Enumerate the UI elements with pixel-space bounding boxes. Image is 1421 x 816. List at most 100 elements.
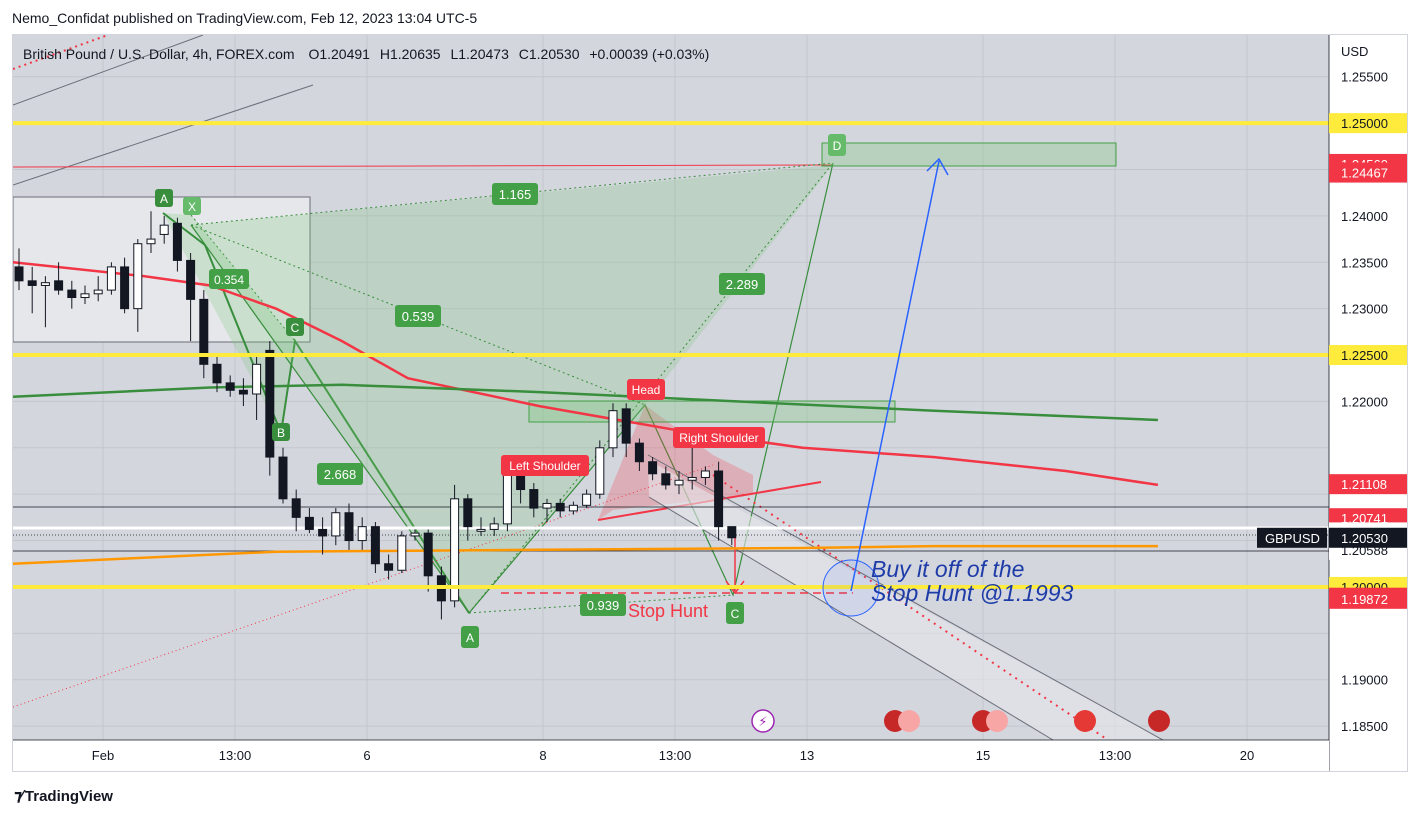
candle-body — [568, 504, 578, 512]
harmonic-dotted-4 — [190, 224, 646, 406]
candle-body — [80, 293, 90, 299]
candle-body — [40, 282, 50, 286]
candle-body — [714, 470, 724, 528]
candle-body — [146, 238, 156, 245]
svg-text:British Pound / U.S. Dollar, 4: British Pound / U.S. Dollar, 4h, FOREX.c… — [23, 46, 709, 62]
svg-text:Right Shoulder: Right Shoulder — [679, 431, 758, 445]
candle-body — [661, 473, 671, 486]
candle-body — [370, 526, 380, 565]
uk-flag-event-icon-3[interactable] — [1148, 710, 1170, 732]
x-tick-label: 8 — [539, 748, 546, 763]
candle-body — [304, 516, 314, 530]
price-tag-value: 1.20530 — [1341, 531, 1388, 546]
candle-body — [172, 222, 182, 261]
desc-channel-upper — [647, 454, 1164, 741]
svg-text:D: D — [833, 139, 842, 153]
stop-hunt-text: Stop Hunt — [628, 601, 708, 621]
symbol-name: British Pound / U.S. Dollar, 4h, FOREX.c… — [23, 46, 295, 62]
trend-line-upper — [12, 84, 314, 186]
price-tag — [1329, 588, 1407, 609]
svg-text:Head: Head — [632, 383, 661, 397]
footer-brand: TradingView — [24, 787, 113, 805]
ratio-0354: 0.354 — [209, 269, 249, 289]
svg-text:C: C — [731, 607, 740, 621]
svg-text:2.668: 2.668 — [324, 467, 357, 482]
candle-body — [357, 526, 367, 542]
harmonic-left-fill — [163, 213, 295, 433]
svg-text:B: B — [277, 426, 285, 440]
note-line-1: Buy it off of the — [871, 556, 1024, 582]
candle-body — [608, 410, 618, 449]
x-tick-label: Feb — [92, 748, 114, 763]
red-dotted-trend — [12, 34, 109, 70]
candle-body — [238, 389, 248, 395]
hs-left-shoulder-label: Left Shoulder — [501, 455, 589, 476]
label-D: D — [828, 134, 846, 156]
price-chart[interactable]: A X C B A C D 0.354 — [12, 34, 1407, 771]
uk-flag-event-icon[interactable] — [884, 710, 920, 732]
candle-body — [291, 498, 301, 518]
time-axis[interactable] — [13, 740, 1329, 771]
candle-body — [133, 243, 143, 310]
harmonic-main-lines — [190, 162, 834, 614]
candle-body — [318, 528, 328, 537]
harmonic-dotted-2 — [468, 162, 834, 614]
candle-body — [344, 512, 354, 542]
candle-body — [634, 442, 644, 463]
moving-averages — [12, 261, 1159, 566]
ratio-1165: 1.165 — [492, 183, 538, 205]
ratio-0939: 0.939 — [580, 594, 626, 616]
svg-text:2.289: 2.289 — [726, 277, 759, 292]
publisher-header: Nemo_Confidat published on TradingView.c… — [12, 10, 478, 26]
ohlc-legend: British Pound / U.S. Dollar, 4h, FOREX.c… — [23, 46, 709, 62]
candle-body — [555, 502, 565, 512]
lightning-event-icon[interactable]: ⚡ — [751, 709, 775, 733]
candle-body — [463, 498, 473, 528]
y-tick-label: 1.23500 — [1341, 255, 1388, 270]
hs-right-shoulder-label: Right Shoulder — [673, 427, 765, 448]
candle-body — [159, 224, 169, 235]
ratio-2289: 2.289 — [719, 273, 765, 295]
candle-body — [93, 289, 103, 295]
svg-text:X: X — [188, 200, 196, 214]
candle-body — [384, 563, 394, 571]
price-tag — [1329, 474, 1407, 495]
us-flag-event-icon[interactable] — [1074, 710, 1096, 732]
y-tick-label: 1.18500 — [1341, 719, 1388, 734]
trend-line-upper-2 — [12, 34, 204, 106]
candle-body — [265, 349, 275, 458]
label-A-main: A — [461, 626, 479, 648]
candle-body — [542, 502, 552, 509]
candle-body — [621, 408, 631, 444]
y-tick-label: 1.23000 — [1341, 302, 1388, 317]
price-tag-value: 1.22500 — [1341, 348, 1388, 363]
candle-body — [27, 280, 37, 286]
candle-body — [278, 456, 288, 500]
symbol-tag — [1257, 527, 1327, 548]
hs-head-label: Head — [627, 379, 665, 400]
buy-zone-circle — [822, 559, 880, 617]
price-tag — [1329, 527, 1407, 548]
price-tag-value: 1.21108 — [1341, 477, 1387, 492]
svg-text:0.939: 0.939 — [587, 598, 620, 613]
candle-body — [106, 266, 116, 291]
candle-body — [186, 259, 196, 300]
currency-label: USD — [1341, 44, 1368, 59]
svg-text:A: A — [466, 631, 474, 645]
uk-flag-event-icon-2[interactable] — [972, 710, 1008, 732]
candle-body — [582, 493, 592, 506]
x-tick-label: 13:00 — [219, 748, 252, 763]
green-zone-target — [821, 142, 1117, 167]
candle-body — [331, 512, 341, 537]
candle-body — [423, 532, 433, 577]
candle-body — [476, 528, 486, 532]
chart-panel[interactable]: A X C B A C D 0.354 — [12, 34, 1408, 772]
candle-body — [489, 523, 499, 530]
ma-line-green — [12, 383, 1158, 422]
x-tick-label: 20 — [1240, 748, 1254, 763]
blue-arrow-line — [850, 160, 940, 592]
candle-body — [225, 382, 235, 391]
blue-arrowhead — [926, 157, 949, 176]
price-tags: 1.250001.245601.244671.225001.211081.207… — [1257, 113, 1407, 609]
price-tag-value: 1.24467 — [1341, 166, 1388, 181]
